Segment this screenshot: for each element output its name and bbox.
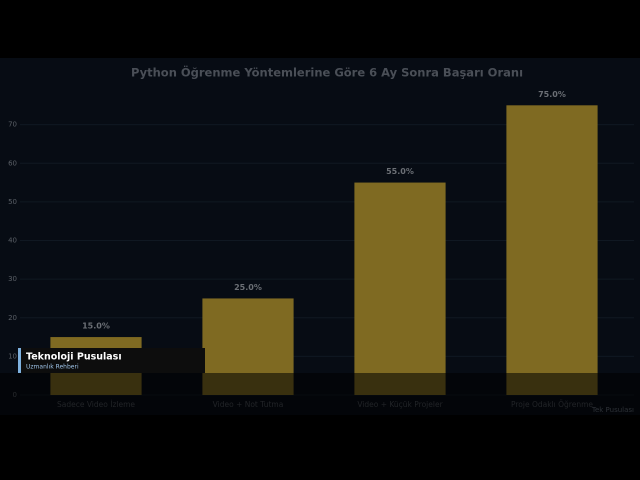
y-tick-label: 40 [8,237,17,245]
value-label: 25.0% [234,283,262,292]
y-tick-label: 60 [8,159,17,167]
y-tick-label: 30 [8,275,17,283]
value-label: 75.0% [538,90,566,99]
value-label: 55.0% [386,167,414,176]
lower-shade [0,373,640,415]
y-tick-label: 20 [8,314,17,322]
watermark: Tek Pusulası [591,406,634,414]
lower-third-box [18,348,205,373]
y-tick-label: 50 [8,198,17,206]
bar [506,105,598,395]
lower-third-title: Teknoloji Pusulası [26,352,122,363]
y-tick-label: 70 [8,121,17,129]
lower-third-accent [18,348,21,373]
y-tick-label: 10 [8,352,17,360]
lower-third-subtitle: Uzmanlık Rehberi [26,364,79,371]
bar [354,182,446,395]
value-label: 15.0% [82,322,110,331]
chart-title: Python Öğrenme Yöntemlerine Göre 6 Ay So… [131,65,523,80]
